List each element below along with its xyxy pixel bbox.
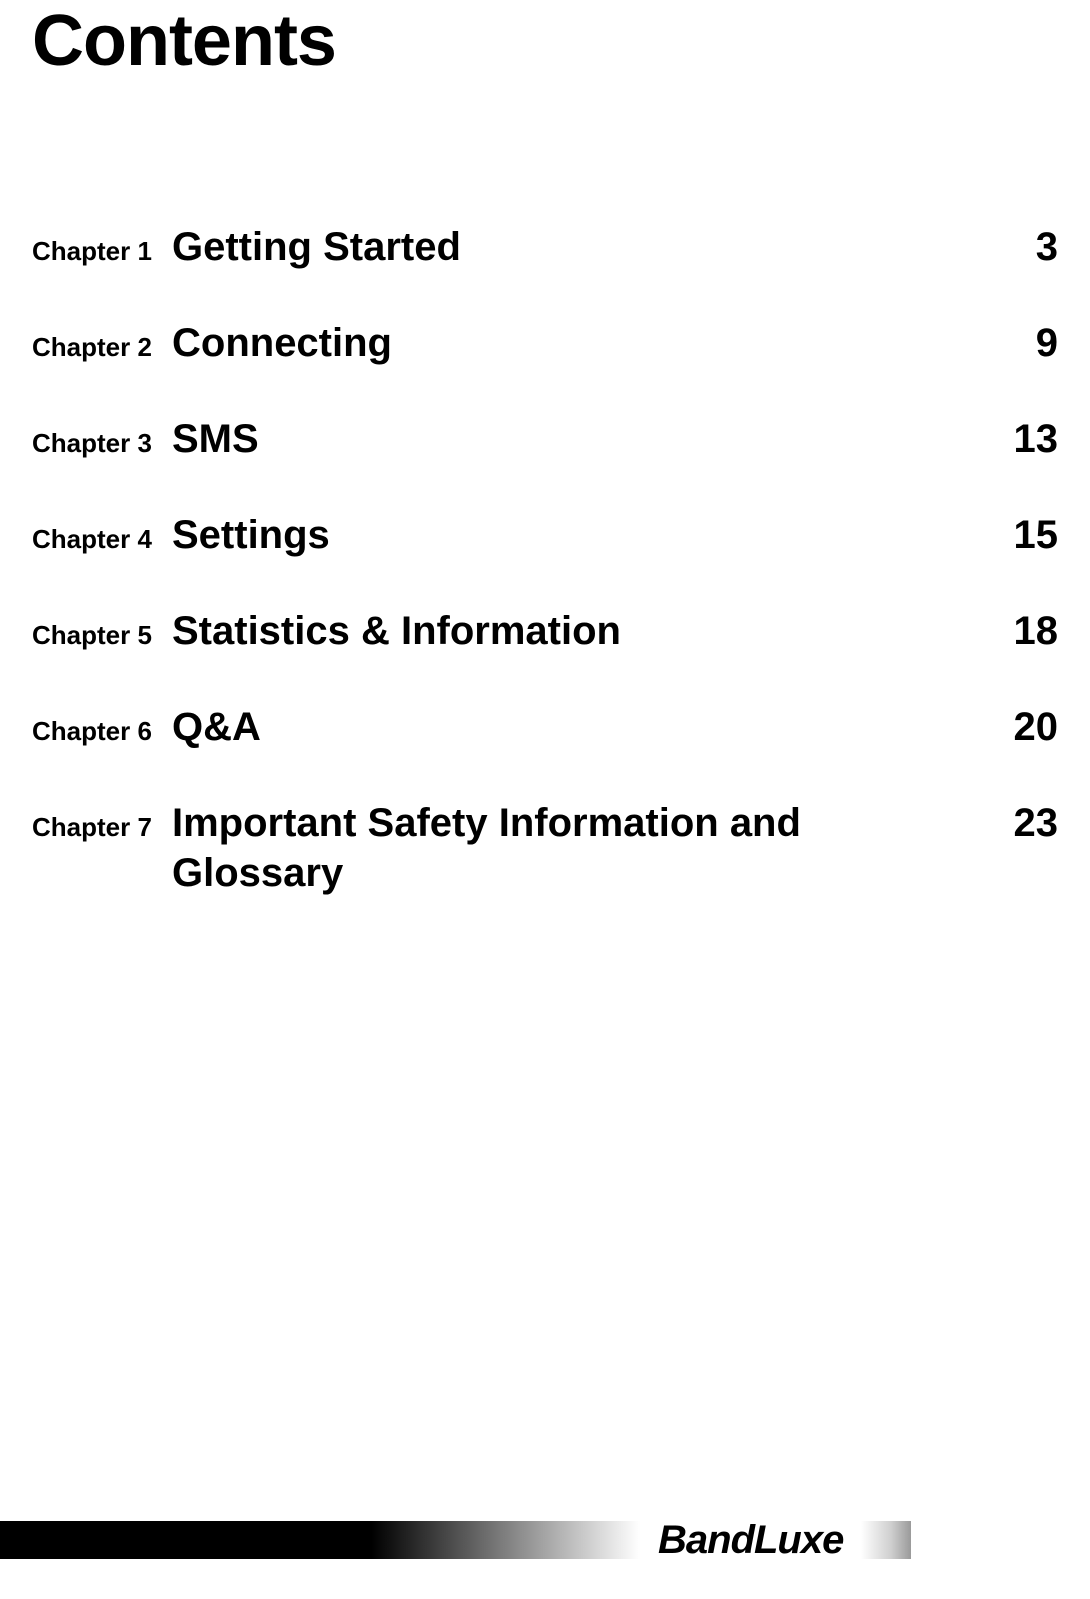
chapter-label: Chapter 7	[32, 812, 172, 843]
page-title: Contents	[32, 0, 1058, 82]
toc-row: Chapter 1 Getting Started 3	[32, 222, 1058, 272]
chapter-title: Q&A	[172, 702, 998, 752]
document-page: Contents Chapter 1 Getting Started 3 Cha…	[0, 0, 1090, 1599]
chapter-label: Chapter 1	[32, 236, 172, 267]
toc-row: Chapter 5 Statistics & Information 18	[32, 606, 1058, 656]
page-footer: BandLuxe	[0, 1517, 1090, 1563]
chapter-page-number: 3	[998, 225, 1058, 270]
chapter-page-number: 18	[998, 609, 1058, 654]
chapter-label: Chapter 2	[32, 332, 172, 363]
toc-row: Chapter 2 Connecting 9	[32, 318, 1058, 368]
chapter-page-number: 9	[998, 321, 1058, 366]
chapter-title: Settings	[172, 510, 998, 560]
chapter-page-number: 23	[998, 801, 1058, 846]
table-of-contents: Chapter 1 Getting Started 3 Chapter 2 Co…	[32, 222, 1058, 898]
chapter-page-number: 15	[998, 513, 1058, 558]
chapter-title: Getting Started	[172, 222, 998, 272]
chapter-title: Connecting	[172, 318, 998, 368]
toc-row: Chapter 7 Important Safety Information a…	[32, 798, 1058, 898]
chapter-page-number: 13	[998, 417, 1058, 462]
chapter-title: Important Safety Information and Glossar…	[172, 798, 998, 898]
chapter-label: Chapter 3	[32, 428, 172, 459]
chapter-label: Chapter 6	[32, 716, 172, 747]
footer-gradient-bar	[0, 1521, 640, 1559]
toc-row: Chapter 6 Q&A 20	[32, 702, 1058, 752]
chapter-title: Statistics & Information	[172, 606, 998, 656]
chapter-label: Chapter 4	[32, 524, 172, 555]
chapter-title: SMS	[172, 414, 998, 464]
toc-row: Chapter 4 Settings 15	[32, 510, 1058, 560]
chapter-label: Chapter 5	[32, 620, 172, 651]
footer-end-bar	[861, 1521, 911, 1559]
brand-logo-text: BandLuxe	[658, 1518, 843, 1563]
chapter-page-number: 20	[998, 705, 1058, 750]
toc-row: Chapter 3 SMS 13	[32, 414, 1058, 464]
